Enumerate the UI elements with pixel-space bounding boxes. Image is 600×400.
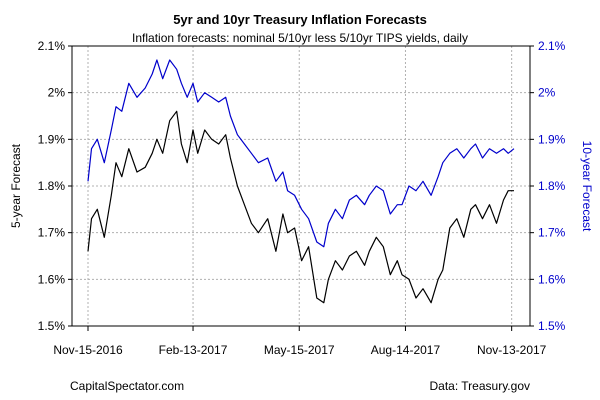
right-axis: 1.5% 1.6% 1.7% 1.8% 1.9% 2% 2.1%	[530, 39, 566, 333]
y-tick-label-left: 1.6%	[38, 272, 66, 286]
y-tick-label-right: 1.8%	[538, 179, 566, 193]
y-axis-label-left: 5-year Forecast	[9, 143, 23, 228]
y-tick-label-left: 1.8%	[38, 179, 66, 193]
left-axis: 1.5% 1.6% 1.7% 1.8% 1.9% 2% 2.1%	[38, 39, 72, 333]
y-tick-label-right: 1.9%	[538, 132, 566, 146]
y-tick-label-left: 1.5%	[38, 319, 66, 333]
x-tick-label: Nov-15-2016	[53, 343, 123, 357]
series-10y-group	[87, 59, 515, 248]
x-tick-label: Nov-13-2017	[477, 343, 547, 357]
x-tick-label: Aug-14-2017	[371, 343, 441, 357]
grid	[72, 46, 530, 326]
y-tick-label-right: 1.7%	[538, 226, 566, 240]
series-line-10-year	[87, 59, 515, 248]
y-axis-label-right: 10-year Forecast	[580, 141, 594, 232]
series-5y-group	[87, 110, 514, 304]
source-right: Data: Treasury.gov	[430, 379, 531, 393]
y-tick-label-left: 1.7%	[38, 226, 66, 240]
chart-title: 5yr and 10yr Treasury Inflation Forecast…	[173, 12, 427, 27]
series-line-5-year	[87, 110, 514, 304]
y-tick-label-left: 2.1%	[38, 39, 66, 53]
y-tick-label-left: 2%	[48, 86, 66, 100]
y-tick-label-right: 1.5%	[538, 319, 566, 333]
x-axis: Nov-15-2016 Feb-13-2017 May-15-2017 Aug-14-…	[53, 326, 547, 357]
x-tick-label: May-15-2017	[264, 343, 335, 357]
y-tick-label-right: 1.6%	[538, 272, 566, 286]
chart-subtitle: Inflation forecasts: nominal 5/10yr less…	[132, 31, 468, 45]
x-tick-label: Feb-13-2017	[159, 343, 228, 357]
y-tick-label-right: 2%	[538, 86, 556, 100]
y-tick-label-right: 2.1%	[538, 39, 566, 53]
y-tick-label-left: 1.9%	[38, 132, 66, 146]
source-left: CapitalSpectator.com	[70, 379, 184, 393]
